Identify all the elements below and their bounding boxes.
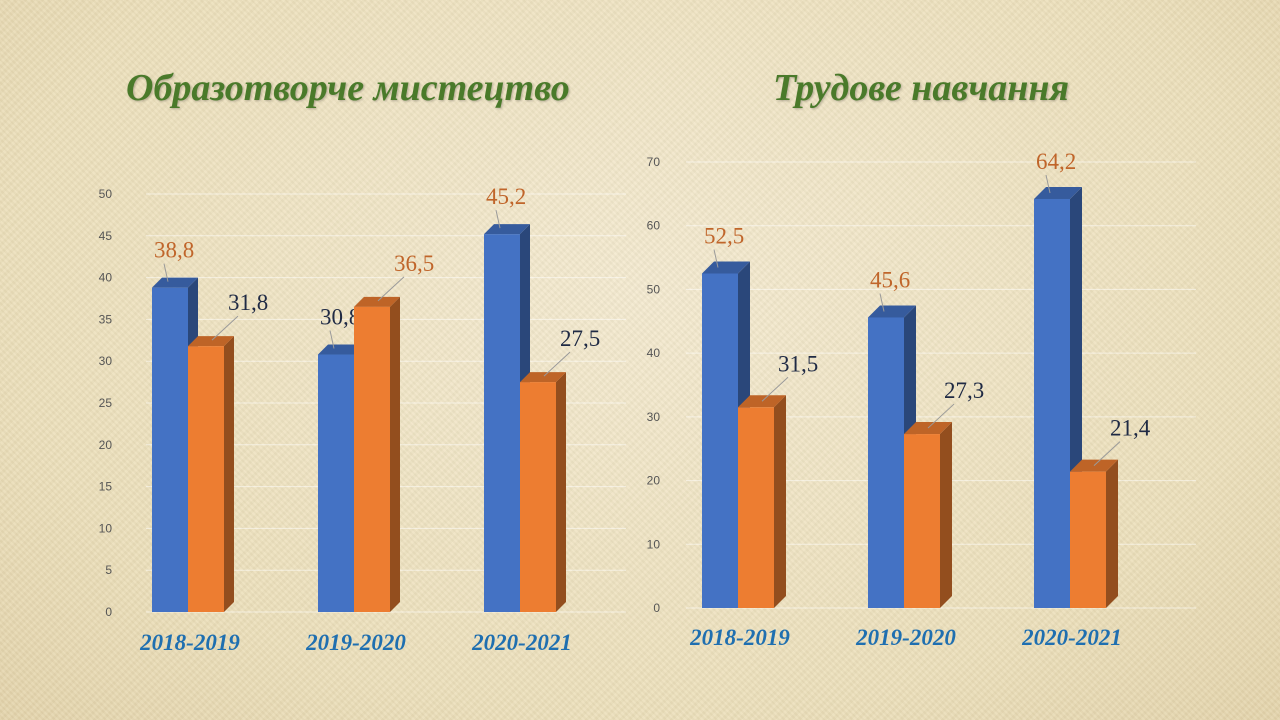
label-leader-line	[495, 210, 501, 229]
y-tick-label: 50	[647, 282, 661, 296]
y-tick-label: 5	[105, 563, 112, 577]
bar-b-2018-2019	[738, 395, 786, 608]
category-label: 2018-2019	[689, 625, 790, 650]
y-tick-label: 60	[647, 219, 661, 233]
chart-title-fine-arts: Образотворче мистецтво	[126, 67, 570, 109]
y-tick-label: 20	[99, 438, 113, 452]
category-label: 2019-2020	[855, 625, 956, 650]
y-tick-label: 40	[647, 346, 661, 360]
category-label: 2018-2019	[139, 630, 240, 655]
chart-title-labor-training: Трудове навчання	[773, 67, 1070, 109]
label-leader-line	[211, 315, 239, 341]
y-tick-label: 50	[99, 187, 113, 201]
bar-b-2019-2020	[354, 296, 400, 612]
bar-b-2020-2021	[520, 372, 566, 612]
category-label: 2020-2021	[1021, 625, 1122, 650]
y-tick-label: 45	[99, 229, 113, 243]
label-leader-line	[879, 293, 885, 312]
data-label: 21,4	[1110, 416, 1151, 441]
category-label: 2020-2021	[471, 630, 572, 655]
label-leader-line	[761, 376, 789, 402]
label-leader-line	[329, 330, 335, 349]
y-tick-label: 30	[647, 410, 661, 424]
y-tick-label: 10	[647, 537, 661, 551]
category-label: 2019-2020	[305, 630, 406, 655]
y-tick-label: 20	[647, 474, 661, 488]
y-tick-label: 0	[653, 601, 660, 615]
bar-chart-fine-arts: 0 5 10 15 20 25 30 35 40 45 50 38,8 31,8 2018-2019 30,…	[99, 184, 626, 655]
data-label: 45,6	[870, 267, 910, 292]
y-tick-label: 0	[105, 605, 112, 619]
bar-b-2019-2020	[904, 422, 952, 608]
label-leader-line	[927, 403, 955, 429]
data-label: 27,3	[944, 378, 984, 403]
data-label: 64,2	[1036, 149, 1076, 174]
y-tick-label: 70	[647, 155, 661, 169]
data-label: 30,8	[320, 305, 360, 330]
data-label: 31,8	[228, 290, 268, 315]
label-leader-line	[543, 351, 571, 377]
y-tick-label: 35	[99, 312, 113, 326]
y-tick-label: 15	[99, 480, 113, 494]
data-label: 31,5	[778, 351, 818, 376]
label-leader-line	[163, 263, 169, 282]
y-tick-label: 25	[99, 396, 113, 410]
data-label: 27,5	[560, 326, 600, 351]
label-leader-line	[1045, 174, 1051, 194]
data-label: 38,8	[154, 238, 194, 263]
y-tick-label: 30	[99, 354, 113, 368]
y-tick-label: 40	[99, 271, 113, 285]
data-label: 45,2	[486, 184, 526, 209]
bar-b-2020-2021	[1070, 459, 1118, 608]
bar-b-2018-2019	[188, 336, 234, 612]
label-leader-line	[713, 249, 719, 268]
y-tick-label: 10	[99, 521, 113, 535]
data-label: 52,5	[704, 224, 744, 249]
label-leader-line	[377, 276, 405, 302]
data-label: 36,5	[394, 251, 434, 276]
bar-a-2020-2021	[1034, 186, 1082, 608]
label-leader-line	[1093, 441, 1121, 467]
